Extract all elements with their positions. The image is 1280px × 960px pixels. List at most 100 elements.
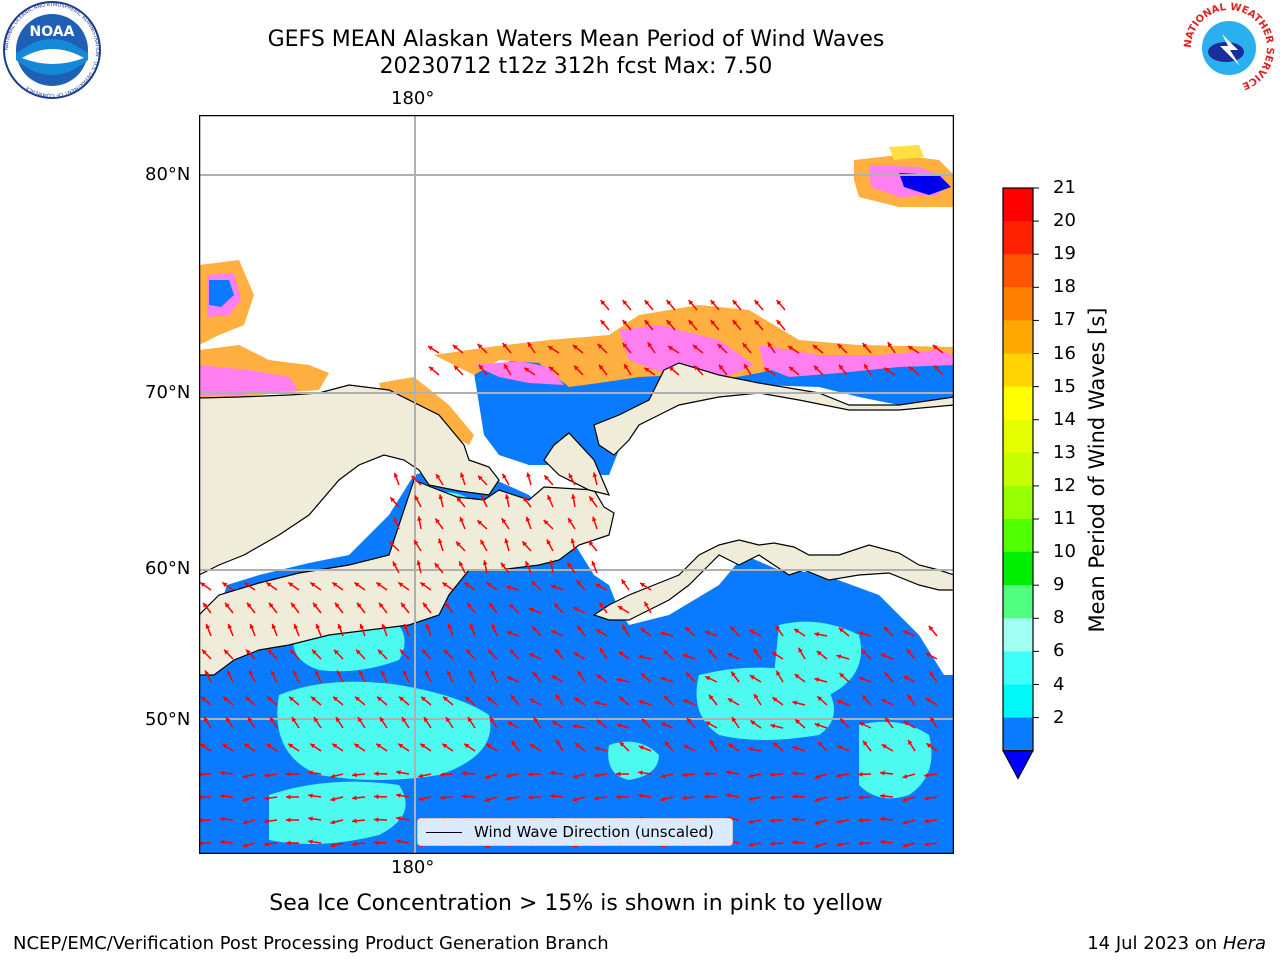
wave-direction-arrowhead	[817, 741, 823, 747]
wave-direction-arrowhead	[621, 579, 627, 585]
wave-direction-arrowhead	[622, 300, 628, 305]
colorbar-tick-label: 12	[1053, 474, 1076, 496]
wave-direction-arrowhead	[682, 772, 687, 778]
colorbar-segment	[1003, 386, 1033, 421]
wave-direction-arrowhead	[376, 582, 382, 588]
wave-direction-arrowhead	[837, 343, 843, 349]
colorbar-tick-label: 11	[1053, 508, 1076, 529]
wave-direction-arrowhead	[925, 652, 931, 658]
wave-direction-arrowhead	[754, 320, 760, 325]
wave-direction-arrowhead	[773, 742, 778, 748]
wave-direction-arrowhead	[704, 794, 709, 800]
sea-ice-note: Sea Ice Concentration > 15% is shown in …	[269, 891, 883, 916]
wave-direction-arrowhead	[333, 696, 338, 702]
wave-direction-arrowhead	[337, 623, 343, 629]
chukchi-sea	[474, 350, 954, 475]
wave-direction-arrowhead	[753, 648, 758, 654]
colorbar-segment	[1003, 452, 1033, 487]
wave-direction-arrowhead	[509, 604, 515, 610]
wave-direction-arrowhead	[862, 695, 868, 701]
wave-direction-arrowhead	[885, 717, 890, 723]
wave-direction-arrowhead	[313, 717, 319, 723]
wave-direction-arrowhead	[638, 770, 643, 776]
wave-direction-arrowhead	[411, 475, 417, 481]
wave-direction-arrowhead	[352, 841, 357, 847]
wave-direction-arrowhead	[908, 739, 913, 745]
wave-direction-arrowhead	[770, 841, 775, 846]
wave-direction-arrowhead	[770, 795, 775, 800]
wave-direction-arrowhead	[644, 300, 650, 305]
wave-direction-arrowhead	[264, 841, 269, 847]
colorbar-segment	[1003, 651, 1033, 685]
wave-direction-arrowhead	[814, 632, 820, 637]
chart-subtitle: 20230712 t12z 312h fcst Max: 7.50	[379, 54, 773, 79]
wave-direction-arrowhead	[440, 795, 445, 800]
wave-direction-arrowhead	[663, 650, 669, 656]
wave-direction-arrowhead	[356, 602, 362, 608]
wave-direction-arrowhead	[486, 582, 492, 588]
wave-direction-arrowhead	[389, 541, 395, 547]
wave-direction-arrowhead	[374, 771, 379, 777]
colorbar-segment	[1003, 254, 1033, 288]
wave-direction-arrowhead	[417, 516, 422, 521]
wave-direction-arrowhead	[442, 582, 448, 588]
wave-direction-arrowhead	[838, 627, 844, 633]
wave-direction-arrowhead	[881, 744, 887, 749]
wave-direction-arrowhead	[526, 472, 531, 478]
wave-direction-arrowhead	[310, 743, 316, 749]
wave-direction-arrowhead	[532, 626, 537, 632]
wave-direction-arrowhead	[501, 518, 507, 524]
colorbar-segment	[1003, 552, 1033, 586]
wave-direction-arrowhead	[814, 843, 820, 848]
colorbar-tick-label: 10	[1053, 541, 1076, 563]
wave-direction-arrowhead	[861, 649, 867, 655]
wave-direction-arrowhead	[510, 695, 516, 700]
wave-direction-arrowhead	[683, 699, 689, 704]
wave-direction-arrowhead	[486, 743, 492, 749]
wave-direction-arrowhead	[555, 694, 561, 700]
wave-direction-arrowhead	[242, 774, 248, 779]
colorbar-segment	[1003, 353, 1033, 388]
wave-direction-arrowhead	[399, 649, 405, 655]
wave-direction-arrowhead	[836, 842, 841, 847]
wave-direction-arrowhead	[378, 602, 384, 608]
wave-direction-arrowhead	[770, 772, 775, 777]
wave-direction-arrowhead	[509, 649, 515, 655]
wave-direction-arrowhead	[399, 696, 404, 702]
wave-direction-arrowhead	[838, 364, 844, 370]
wave-direction-arrowhead	[907, 694, 912, 700]
wave-direction-arrowhead	[798, 647, 803, 653]
wave-direction-arrowhead	[374, 794, 379, 800]
wave-direction-arrowhead	[199, 817, 203, 823]
wave-direction-arrowhead	[710, 320, 716, 325]
wave-direction-arrowhead	[667, 346, 673, 351]
wave-direction-arrowhead	[573, 652, 579, 657]
wave-direction-arrowhead	[286, 840, 291, 846]
wave-direction-arrowhead	[661, 722, 667, 727]
wave-direction-arrowhead	[205, 623, 211, 629]
wave-direction-arrowhead	[903, 675, 909, 681]
colorbar-segment	[1003, 618, 1033, 652]
wave-direction-arrowhead	[359, 623, 365, 629]
wave-direction-arrowhead	[792, 746, 798, 751]
lon-label-bottom: 180°	[391, 857, 435, 878]
wave-direction-arrowhead	[930, 716, 935, 722]
wave-direction-arrowhead	[619, 741, 625, 747]
wave-direction-arrowhead	[244, 743, 250, 749]
wave-direction-arrowhead	[572, 797, 578, 802]
wave-direction-arrowhead	[840, 718, 845, 724]
wave-direction-arrowhead	[291, 717, 297, 723]
wave-direction-arrowhead	[392, 561, 398, 567]
wave-direction-arrowhead	[574, 742, 580, 748]
wave-direction-arrowhead	[402, 670, 408, 676]
wave-direction-arrowhead	[222, 743, 228, 749]
wave-direction-arrowhead	[418, 773, 424, 779]
wave-direction-arrowhead	[554, 648, 560, 654]
wave-direction-arrowhead	[594, 700, 600, 706]
wave-direction-arrowhead	[398, 582, 404, 588]
wave-direction-arrowhead	[445, 717, 451, 723]
wave-direction-arrowhead	[616, 771, 621, 777]
wave-direction-arrowhead	[462, 771, 467, 776]
colorbar-label: Mean Period of Wind Waves [s]	[1085, 307, 1109, 633]
wave-direction-arrowhead	[292, 670, 298, 676]
